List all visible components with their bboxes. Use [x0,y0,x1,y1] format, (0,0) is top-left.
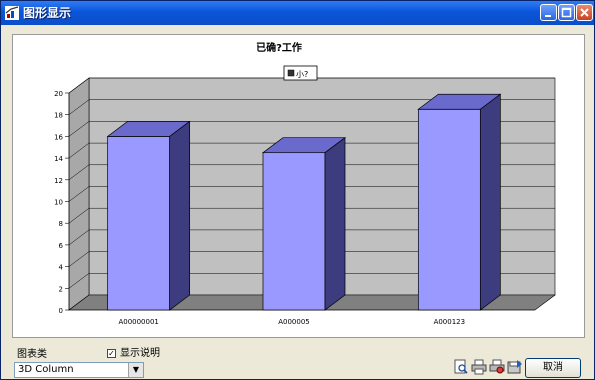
chevron-down-icon[interactable]: ▼ [128,363,143,377]
bar-front [417,108,481,311]
y-tick-label: 10 [54,199,63,207]
y-tick-label: 4 [59,264,64,272]
window-title: 图形显示 [23,6,72,20]
chart-title: 已确?工作 [256,41,302,54]
gridline [68,186,555,202]
y-tick-label: 20 [54,90,63,98]
close-icon [580,8,589,17]
print-setup-icon[interactable] [489,359,505,375]
chart-type-value: 3D Column [18,364,74,375]
y-tick-label: 2 [59,285,63,293]
legend-swatch [287,69,295,77]
chart-type-select[interactable]: 3D Column ▼ [14,362,144,378]
chart-svg: 0 2 4 6 8 10 12 14 16 18 20 A00000001 A000005 A00012… [54,41,556,326]
x-tick-label: A00000001 [118,318,158,326]
gridline [68,77,555,94]
y-tick-label: 8 [59,220,63,228]
legend: 小? [283,65,318,81]
gridline [68,207,555,224]
bar-front [262,152,326,311]
bar [106,120,191,311]
print-preview-icon[interactable] [453,359,469,375]
chart-app-icon [5,6,19,20]
gridline [68,121,555,137]
legend-label: 小? [296,70,308,79]
y-tick-label: 18 [54,112,63,120]
bar-side [479,93,501,311]
export-icon[interactable] [507,359,523,375]
chart-type-label: 图表类 [17,349,47,360]
cancel-button[interactable]: 取消 [525,358,581,378]
title-bar[interactable]: 图形显示 [1,1,594,25]
bar [417,93,502,311]
maximize-button[interactable] [558,4,575,21]
show-legend-checkbox[interactable]: ✓ [107,349,116,358]
bar-front [107,136,171,311]
y-tick-label: 0 [59,307,63,315]
x-tick-label: A000123 [434,318,466,326]
minimize-icon [545,15,551,17]
show-legend-label: 显示说明 [120,348,160,359]
x-tick-label: A000005 [278,318,310,326]
gridline [68,273,555,289]
y-tick-label: 6 [59,242,64,250]
y-tick-label: 14 [54,155,63,163]
print-icon[interactable] [471,359,487,375]
gridline [68,99,555,115]
y-tick-label: 12 [54,177,63,185]
gridline [68,142,555,159]
gridline [68,251,555,267]
chart-area: 0 2 4 6 8 10 12 14 16 18 20 A00000001 A000005 A00012… [12,34,585,338]
close-button[interactable] [576,4,593,21]
gridline [68,229,555,246]
y-tick-label: 16 [54,133,63,141]
bar-side [169,120,191,311]
gridline [68,164,555,181]
minimize-button[interactable] [540,4,557,21]
bar-side [324,136,346,311]
maximize-icon [561,7,572,18]
bar [261,136,347,311]
